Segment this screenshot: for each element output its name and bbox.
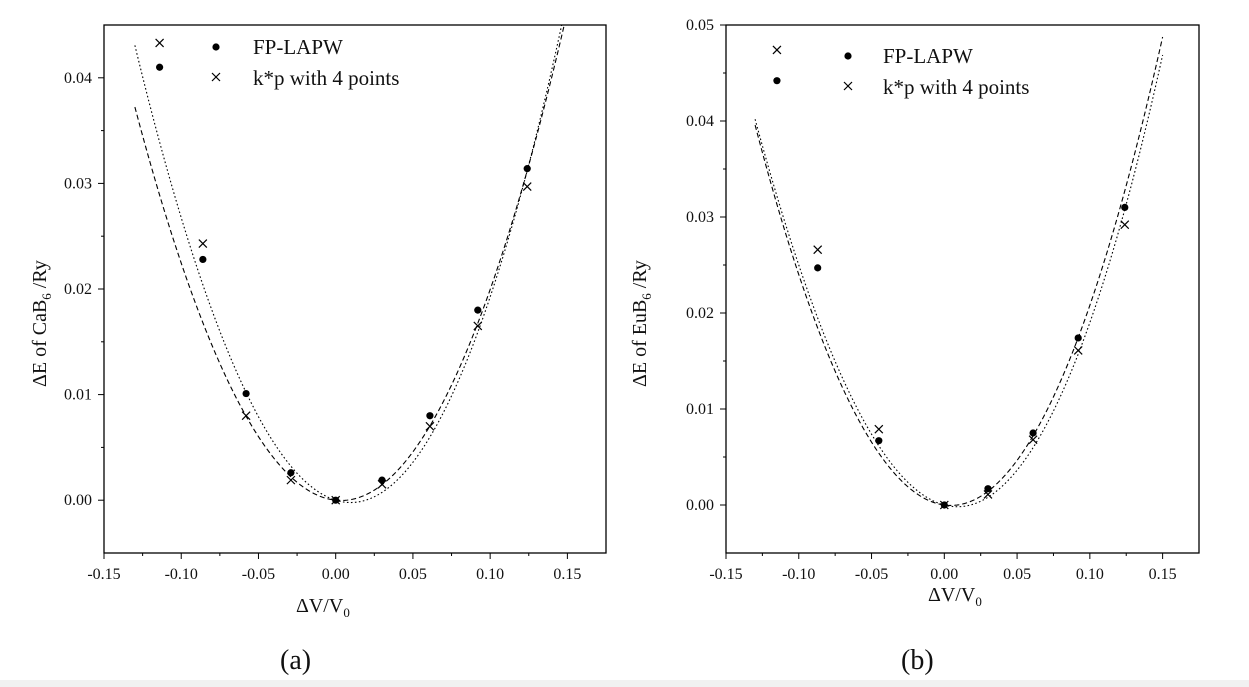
point-fplapw-b (1121, 203, 1129, 211)
axes-frame-a (103, 24, 607, 554)
legend-b: FP-LAPW k*p with 4 points (843, 44, 1029, 99)
y-axis-title-a-sub: 6 (39, 293, 54, 300)
y-tick-label-a: 0.02 (64, 281, 92, 298)
x-tick-label-b: -0.15 (709, 566, 742, 583)
y-tick-label-b: 0.03 (686, 209, 714, 226)
point-kp-b (1028, 435, 1038, 445)
legend-cross-marker-b (843, 81, 853, 91)
y-tick-label-a: 0.04 (64, 70, 92, 87)
point-fplapw-a (199, 255, 207, 264)
point-kp-a (377, 479, 387, 489)
y-tick-label-a: 0.00 (64, 492, 92, 509)
fit-curve-dot-a (134, 25, 563, 504)
y-axis-title-b: ΔE of EuB6 /Ry (629, 260, 654, 387)
legend-dot-marker-a (212, 43, 220, 51)
point-kp-b (1073, 346, 1083, 355)
legend-dot-marker-b (844, 52, 852, 60)
fit-curve-dot-b (754, 54, 1164, 508)
x-axis-title-b: ΔV/V0 (928, 584, 982, 609)
point-fplapw-a (523, 165, 531, 173)
x-tick-label-b: -0.10 (782, 566, 815, 583)
point-kp-b (772, 45, 782, 55)
point-kp-b (813, 245, 823, 255)
y-axis-title-b-sub: 6 (639, 293, 654, 300)
chart-panel-b: -0.15 -0.10 -0.05 0.00 0.05 0.10 0.15 0.00 0.01 0… (629, 17, 1200, 676)
y-tick-label-a: 0.03 (64, 175, 92, 192)
point-kp-a (155, 38, 165, 48)
plot-area-a: -0.15 -0.10 -0.05 0.00 0.05 0.10 0.15 0.00 0.01 0… (64, 24, 607, 583)
x-axis-title-b-sub: 0 (975, 594, 982, 609)
point-kp-a (198, 239, 208, 249)
fit-curve-dash-a (134, 25, 565, 502)
point-kp-a (473, 321, 483, 331)
y-tick-label-a: 0.01 (64, 387, 92, 404)
x-axis-title-b-main: ΔV/V (928, 584, 976, 606)
point-kp-a (286, 475, 296, 485)
legend-label-kp-b: k*p with 4 points (883, 75, 1029, 99)
x-axis-title-a-main: ΔV/V (296, 595, 344, 617)
chart-panel-a: -0.15 -0.10 -0.05 0.00 0.05 0.10 0.15 0.00 0.01 0… (29, 24, 607, 676)
y-tick-label-b: 0.02 (686, 305, 714, 322)
axes-frame-b (725, 24, 1200, 554)
y-axis-title-a: ΔE of CaB6 /Ry (29, 260, 54, 387)
point-kp-a (425, 421, 435, 431)
point-fplapw-b (814, 264, 822, 272)
x-tick-label-b: 0.05 (1003, 566, 1031, 583)
point-fplapw-b (1074, 334, 1082, 342)
legend-label-kp-a: k*p with 4 points (253, 66, 399, 90)
y-tick-label-b: 0.00 (686, 497, 714, 514)
point-fplapw-a (156, 63, 164, 71)
y-tick-label-b: 0.04 (686, 113, 714, 130)
point-fplapw-a (242, 389, 250, 398)
fit-curve-dash-b (754, 36, 1164, 506)
x-tick-label-a: 0.05 (399, 566, 427, 583)
y-tick-label-b: 0.05 (686, 17, 714, 34)
y-axis-title-b-main: ΔE of EuB (629, 300, 651, 387)
y-axis-title-a-main: ΔE of CaB (29, 300, 51, 387)
point-fplapw-b (875, 437, 883, 445)
point-kp-b (1120, 220, 1130, 230)
x-tick-label-a: -0.05 (242, 566, 275, 583)
point-fplapw-b (773, 77, 781, 85)
point-kp-b (939, 500, 949, 510)
point-fplapw-a (474, 306, 482, 314)
point-kp-b (874, 424, 884, 434)
panel-label-a: (a) (280, 645, 311, 676)
point-kp-a (522, 182, 532, 191)
point-fplapw-b (1029, 429, 1037, 437)
x-tick-label-b: 0.10 (1076, 566, 1104, 583)
legend-label-fplapw-a: FP-LAPW (253, 35, 343, 59)
x-tick-label-a: -0.15 (87, 566, 120, 583)
point-fplapw-a (287, 469, 295, 477)
panel-label-b: (b) (901, 645, 934, 676)
plot-area-b: -0.15 -0.10 -0.05 0.00 0.05 0.10 0.15 0.00 0.01 0… (686, 17, 1200, 583)
x-tick-label-a: 0.00 (322, 566, 350, 583)
x-tick-label-b: -0.05 (855, 566, 888, 583)
y-tick-label-b: 0.01 (686, 401, 714, 418)
bottom-strip (0, 680, 1249, 687)
x-axis-title-a-sub: 0 (343, 605, 350, 620)
point-fplapw-b (984, 485, 992, 493)
point-fplapw-a (426, 412, 434, 420)
legend-a: FP-LAPW k*p with 4 points (211, 35, 399, 90)
x-tick-label-a: -0.10 (165, 566, 198, 583)
point-kp-a (241, 411, 251, 421)
x-axis-title-a: ΔV/V0 (296, 595, 350, 620)
y-axis-title-a-unit: /Ry (29, 260, 51, 293)
y-axis-title-b-unit: /Ry (629, 260, 651, 293)
legend-cross-marker-a (211, 72, 221, 82)
legend-label-fplapw-b: FP-LAPW (883, 44, 973, 68)
point-kp-a (331, 495, 341, 505)
x-tick-label-b: 0.00 (930, 566, 958, 583)
x-tick-label-a: 0.15 (553, 566, 581, 583)
x-tick-label-b: 0.15 (1149, 566, 1177, 583)
x-tick-label-a: 0.10 (476, 566, 504, 583)
point-kp-b (983, 490, 993, 499)
